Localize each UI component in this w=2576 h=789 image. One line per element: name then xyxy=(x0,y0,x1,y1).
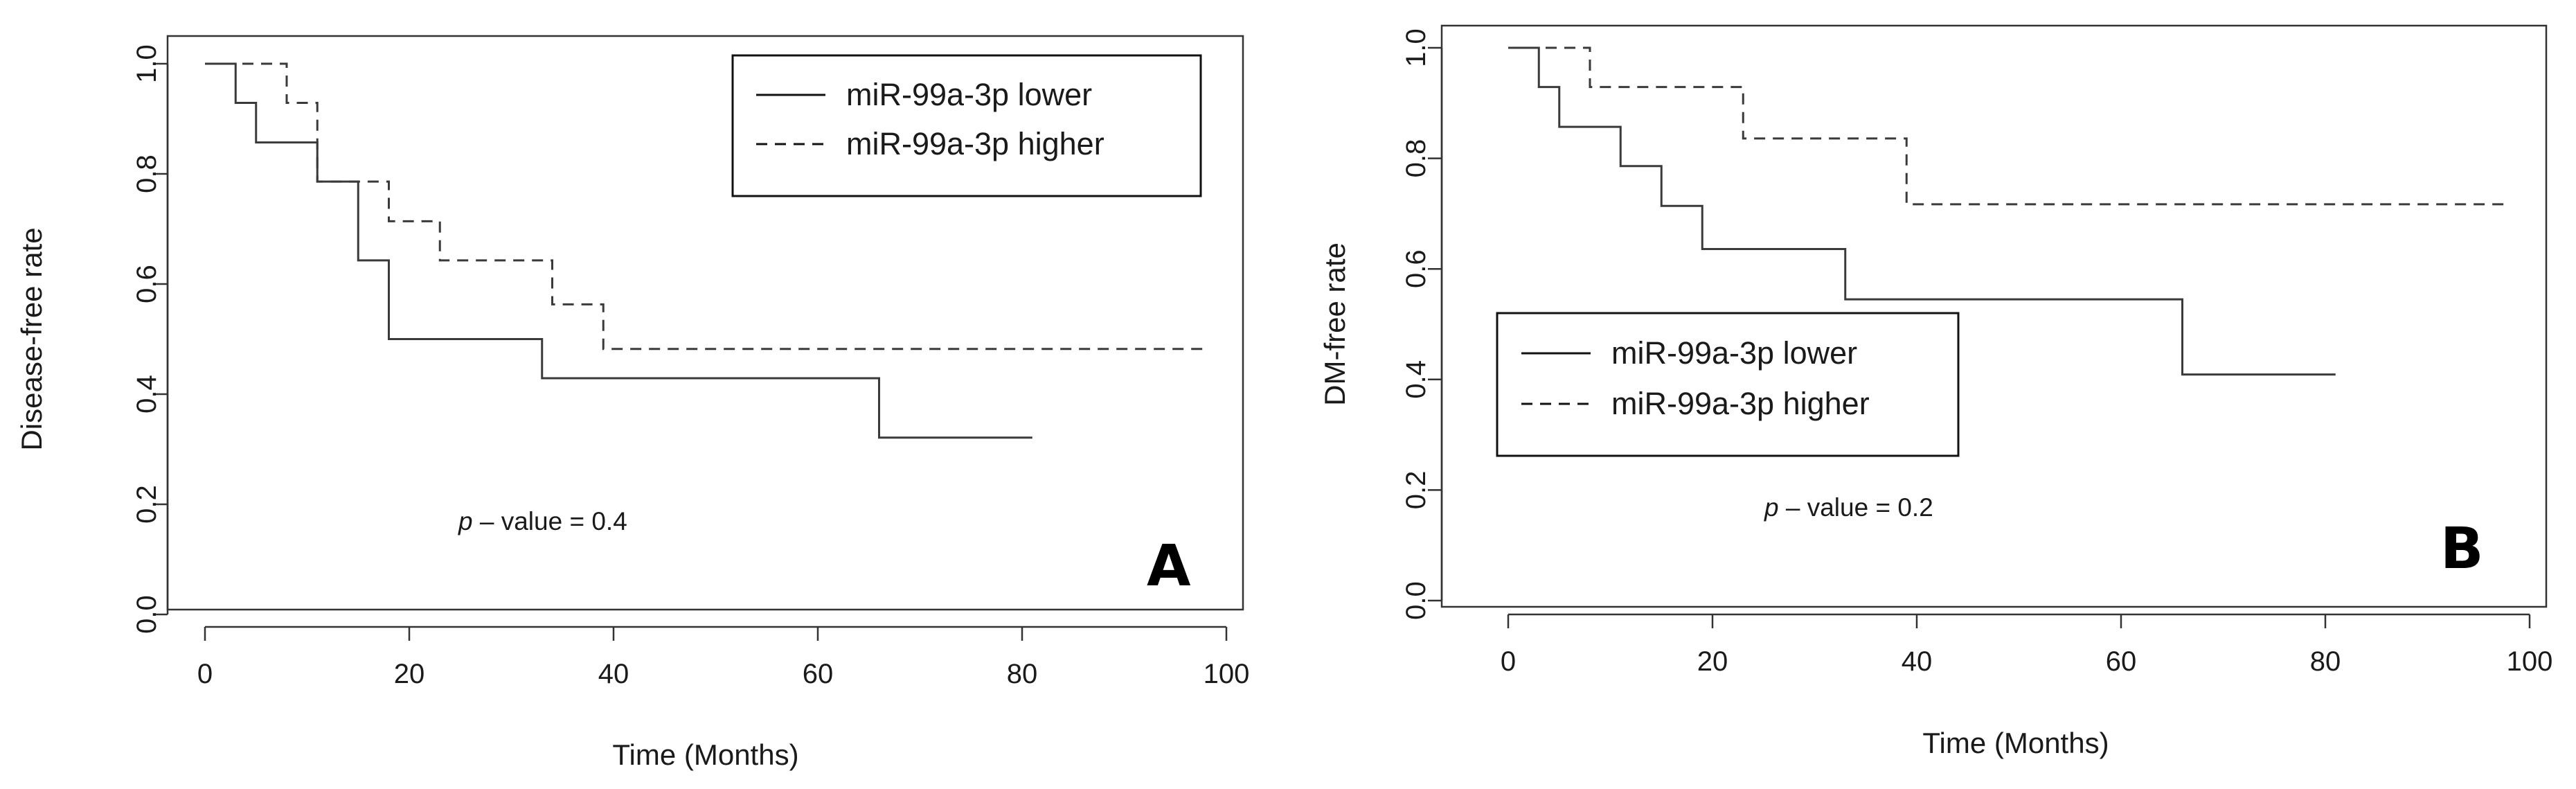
panel-b: 0 20 40 60 80 100 0.0 0.2 0.4 0.6 0.8 1.0 Time (Mont… xyxy=(1318,24,2553,759)
series-line-higher xyxy=(205,62,1206,351)
legend-label: miR-99a-3p higher xyxy=(1611,386,1870,421)
x-tick-label: 100 xyxy=(2507,646,2553,677)
y-axis-title: Disease-free rate xyxy=(15,227,48,450)
x-tick-label: 0 xyxy=(197,659,213,689)
p-value-annotation: p – value = 0.4 xyxy=(458,507,627,535)
p-value-text: – value = 0.4 xyxy=(473,507,627,535)
legend-box xyxy=(1496,312,1960,457)
legend-label: miR-99a-3p lower xyxy=(846,77,1092,112)
y-tick-label: 0.6 xyxy=(1401,249,1431,288)
legend: miR-99a-3p lower miR-99a-3p higher xyxy=(731,54,1202,197)
x-tick-label: 40 xyxy=(1902,646,1933,677)
legend-label: miR-99a-3p lower xyxy=(1611,335,1857,371)
x-tick-label: 20 xyxy=(394,659,425,689)
panel-a: 0 20 40 60 80 100 0.0 0.2 0.4 0.6 0.8 1.0 Time (Mont… xyxy=(15,35,1250,771)
y-tick-label: 0.6 xyxy=(132,265,162,303)
y-axis-title: DM-free rate xyxy=(1318,242,1351,406)
x-tick-label: 0 xyxy=(1501,646,1516,677)
legend: miR-99a-3p lower miR-99a-3p higher xyxy=(1496,312,1960,457)
y-tick-label: 0.0 xyxy=(1401,581,1431,620)
y-tick-label: 1.0 xyxy=(132,44,162,83)
y-tick-label: 0.2 xyxy=(132,485,162,524)
legend-box xyxy=(731,54,1202,197)
x-axis-title: Time (Months) xyxy=(612,738,798,771)
x-tick-label: 100 xyxy=(1204,659,1250,689)
y-tick-label: 0.4 xyxy=(1401,360,1431,399)
y-tick-label: 1.0 xyxy=(1401,28,1431,67)
series-line-lower xyxy=(205,62,1032,439)
y-tick-label: 0.8 xyxy=(132,154,162,193)
x-tick-label: 20 xyxy=(1697,646,1728,677)
panel-label: B xyxy=(2440,516,2484,582)
p-value-text: – value = 0.2 xyxy=(1779,493,1933,522)
panel-label: A xyxy=(1147,533,1191,599)
y-tick-label: 0.4 xyxy=(132,375,162,414)
y-tick-label: 0.8 xyxy=(1401,139,1431,178)
p-value-annotation: p – value = 0.2 xyxy=(1764,493,1933,522)
legend-label: miR-99a-3p higher xyxy=(846,126,1104,161)
y-tick-label: 0.0 xyxy=(132,595,162,634)
x-tick-label: 80 xyxy=(2310,646,2341,677)
x-tick-label: 60 xyxy=(2106,646,2137,677)
y-tick-label: 0.2 xyxy=(1401,471,1431,510)
x-axis-title: Time (Months) xyxy=(1922,727,2109,759)
p-value-symbol: p xyxy=(458,507,473,535)
p-value-symbol: p xyxy=(1764,493,1779,522)
x-tick-label: 40 xyxy=(598,659,629,689)
x-tick-label: 80 xyxy=(1007,659,1038,689)
x-tick-label: 60 xyxy=(803,659,834,689)
series-line-lower xyxy=(1508,46,2336,376)
series-line-higher xyxy=(1508,46,2510,206)
